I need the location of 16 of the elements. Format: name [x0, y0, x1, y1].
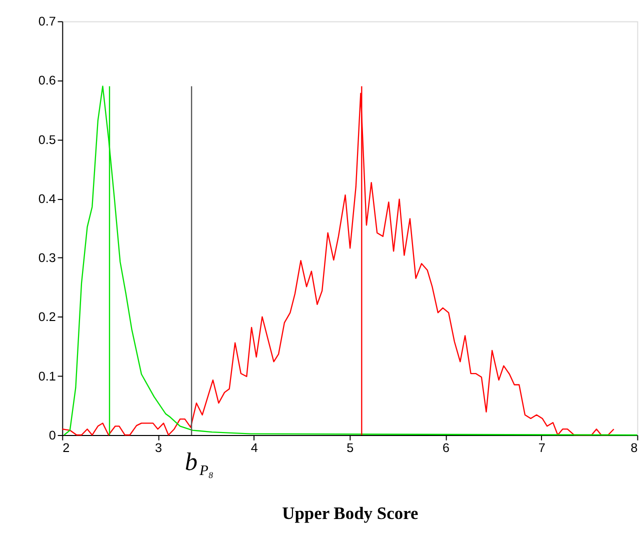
y-tick-label: 0 [48, 428, 56, 442]
y-tick-label: 0.2 [38, 310, 56, 324]
x-tick-label: 3 [154, 441, 162, 456]
y-tick-label: 0.1 [38, 369, 56, 384]
x-tick-label: 2 [62, 441, 70, 456]
y-tick-label: 0.5 [38, 132, 56, 147]
x-tick-label: 8 [630, 441, 638, 456]
x-tick-label: 5 [346, 441, 354, 456]
y-tick-label: 0.6 [38, 74, 56, 88]
x-axis-title: Upper Body Score [282, 503, 419, 524]
x-tick-label: 4 [250, 441, 258, 456]
y-tick-label: 0.4 [38, 192, 56, 206]
x-tick-label: 6 [442, 441, 450, 456]
y-tick-label: 0.7 [38, 14, 56, 29]
y-tick-label: 0.3 [38, 251, 56, 266]
x-tick-label: 7 [538, 441, 546, 456]
